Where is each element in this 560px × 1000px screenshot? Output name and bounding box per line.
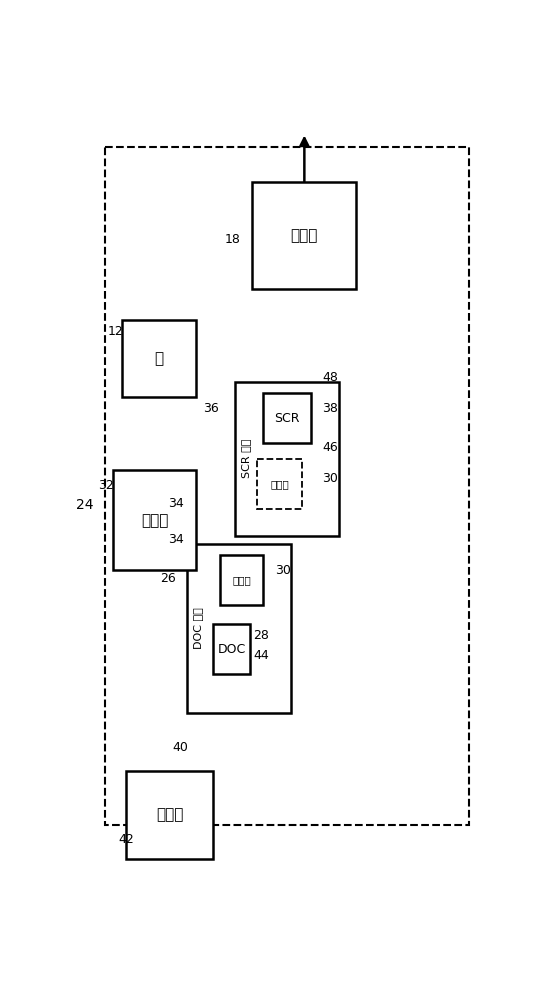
Text: 排气管: 排气管 [291, 228, 318, 243]
Text: 40: 40 [172, 741, 189, 754]
Bar [256, 459, 302, 509]
Text: 12: 12 [108, 325, 123, 338]
Text: 34: 34 [169, 533, 184, 546]
Text: 喷射器: 喷射器 [141, 513, 169, 528]
Bar [105, 147, 469, 825]
Text: 28: 28 [253, 629, 269, 642]
Text: 混合器: 混合器 [232, 575, 251, 585]
Text: 46: 46 [323, 441, 338, 454]
Text: 混合器: 混合器 [270, 479, 289, 489]
Text: SCR: SCR [274, 412, 300, 425]
Text: 24: 24 [76, 498, 94, 512]
Text: 箱: 箱 [155, 351, 164, 366]
Bar [113, 470, 196, 570]
Text: DOC: DOC [217, 643, 246, 656]
Bar [220, 555, 263, 605]
Text: 30: 30 [275, 564, 291, 577]
Text: 18: 18 [225, 233, 241, 246]
Text: 42: 42 [119, 833, 134, 846]
Text: 发动机: 发动机 [156, 807, 184, 822]
Text: 30: 30 [323, 472, 338, 485]
Bar [187, 544, 291, 713]
Bar [127, 771, 213, 859]
Bar [122, 320, 196, 397]
Text: SCR 壳体: SCR 壳体 [241, 439, 251, 478]
Bar [235, 382, 339, 536]
Bar [213, 624, 250, 674]
Text: 36: 36 [203, 402, 219, 415]
Text: DOC 壳体: DOC 壳体 [193, 607, 203, 649]
Text: 26: 26 [160, 572, 175, 585]
Text: 32: 32 [97, 479, 114, 492]
Bar [252, 182, 356, 289]
Text: 48: 48 [323, 371, 338, 384]
Text: 44: 44 [253, 649, 269, 662]
Text: 38: 38 [323, 402, 338, 415]
Bar [263, 393, 311, 443]
Text: 34: 34 [169, 497, 184, 510]
